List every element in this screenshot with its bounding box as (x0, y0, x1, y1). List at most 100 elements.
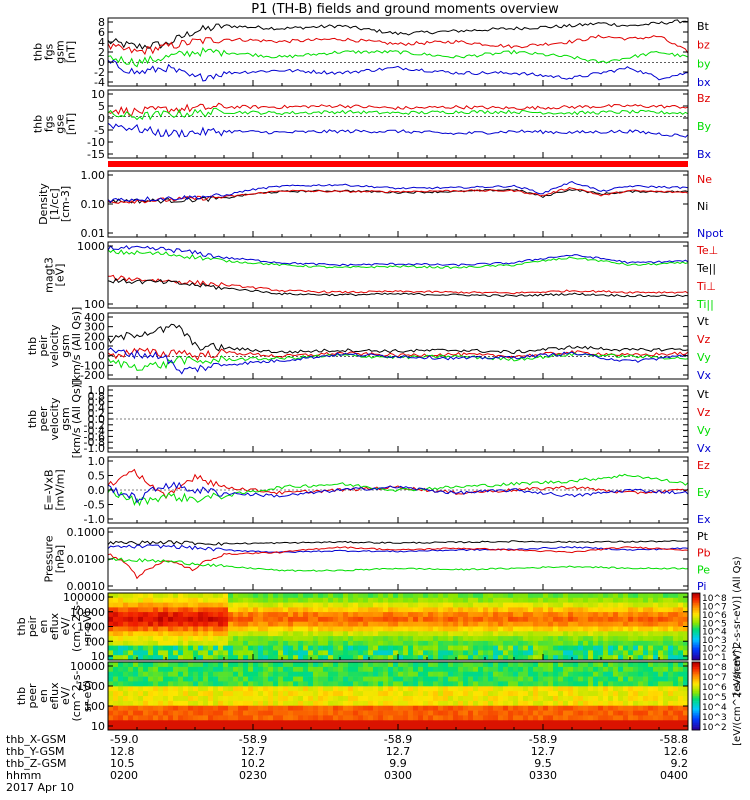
spectrogram-cell (373, 705, 379, 711)
spectrogram-cell (653, 636, 659, 642)
spectrogram-cell (253, 655, 259, 661)
spectrogram-cell (193, 597, 199, 603)
spectrogram-cell (243, 705, 249, 711)
spectrogram-cell (193, 607, 199, 613)
spectrogram-cell (283, 645, 289, 651)
spectrogram-cell (298, 655, 304, 661)
spectrogram-cell (573, 696, 579, 702)
spectrogram-cell (248, 662, 254, 668)
spectrogram-cell (553, 671, 559, 677)
spectrogram-cell (343, 645, 349, 651)
spectrogram-cell (203, 720, 209, 726)
spectrogram-cell (128, 666, 134, 673)
spectrogram-cell (383, 725, 389, 731)
spectrogram-cell (358, 626, 364, 632)
spectrogram-cell (113, 710, 119, 716)
spectrogram-cell (133, 681, 139, 687)
spectrogram-cell (673, 715, 679, 721)
spectrogram-cell (618, 636, 624, 642)
spectrogram-cell (308, 636, 314, 642)
spectrogram-cell (468, 676, 474, 682)
spectrogram-cell (428, 700, 434, 707)
spectrogram-cell (203, 636, 209, 642)
spectrogram-cell (368, 676, 374, 682)
spectrogram-cell (258, 710, 264, 716)
spectrogram-cell (413, 640, 419, 646)
spectrogram-cell (403, 696, 409, 702)
spectrogram-cell (633, 671, 639, 677)
spectrogram-cell (168, 607, 174, 613)
spectrogram-cell (173, 612, 179, 618)
spectrogram-cell (663, 621, 669, 627)
spectrogram-cell (378, 686, 384, 692)
spectrogram-cell (443, 691, 449, 697)
spectrogram-cell (468, 662, 474, 668)
spectrogram-cell (188, 612, 194, 618)
spectrogram-cell (128, 681, 134, 687)
spectrogram-cell (283, 686, 289, 692)
colorbar-cell (692, 614, 700, 617)
spectrogram-cell (543, 612, 549, 618)
spectrogram-cell (523, 715, 529, 721)
spectrogram-cell (253, 676, 259, 682)
spectrogram-cell (208, 650, 214, 656)
spectrogram-cell (213, 696, 219, 702)
spectrogram-cell (588, 616, 594, 622)
spectrogram-cell (218, 705, 224, 711)
spectrogram-cell (623, 593, 629, 599)
spectrogram-cell (233, 700, 239, 707)
spectrogram-cell (418, 616, 424, 622)
spectrogram-cell (423, 621, 429, 627)
spectrogram-cell (578, 602, 584, 608)
spectrogram-cell (318, 715, 324, 721)
spectrogram-cell (263, 616, 269, 622)
spectrogram-cell (458, 597, 464, 603)
spectrogram-cell (493, 666, 499, 673)
spectrogram-cell (638, 650, 644, 656)
spectrogram-cell (268, 640, 274, 646)
spectrogram-cell (593, 662, 599, 668)
spectrogram-cell (418, 607, 424, 613)
spectrogram-cell (463, 666, 469, 673)
spectrogram-cell (288, 607, 294, 613)
spectrogram-cell (533, 700, 539, 707)
spectrogram-cell (468, 655, 474, 661)
spectrogram-cell (228, 621, 234, 627)
spectrogram-peir_en_eflux (108, 593, 689, 661)
legend-Ex: Ex (697, 513, 711, 526)
spectrogram-cell (403, 636, 409, 642)
spectrogram-cell (448, 597, 454, 603)
spectrogram-cell (568, 607, 574, 613)
spectrogram-cell (528, 602, 534, 608)
spectrogram-cell (133, 671, 139, 677)
spectrogram-cell (253, 645, 259, 651)
spectrogram-cell (428, 616, 434, 622)
spectrogram-cell (648, 631, 654, 637)
spectrogram-cell (578, 681, 584, 687)
spectrogram-cell (628, 676, 634, 682)
spectrogram-cell (593, 715, 599, 721)
spectrogram-cell (208, 696, 214, 702)
spectrogram-cell (278, 636, 284, 642)
spectrogram-cell (638, 676, 644, 682)
spectrogram-cell (618, 676, 624, 682)
spectrogram-cell (288, 671, 294, 677)
spectrogram-cell (313, 691, 319, 697)
spectrogram-cell (668, 666, 674, 673)
spectrogram-cell (473, 691, 479, 697)
spectrogram-cell (658, 705, 664, 711)
spectrogram-cell (393, 666, 399, 673)
x-tick-value: 10.2 (241, 757, 266, 770)
spectrogram-cell (543, 705, 549, 711)
spectrogram-cell (273, 602, 279, 608)
spectrogram-cell (683, 691, 689, 697)
spectrogram-cell (138, 666, 144, 673)
spectrogram-cell (448, 715, 454, 721)
spectrogram-cell (558, 645, 564, 651)
spectrogram-cell (173, 705, 179, 711)
spectrogram-cell (238, 681, 244, 687)
spectrogram-cell (573, 705, 579, 711)
spectrogram-cell (473, 636, 479, 642)
spectrogram-cell (423, 607, 429, 613)
spectrogram-cell (138, 676, 144, 682)
